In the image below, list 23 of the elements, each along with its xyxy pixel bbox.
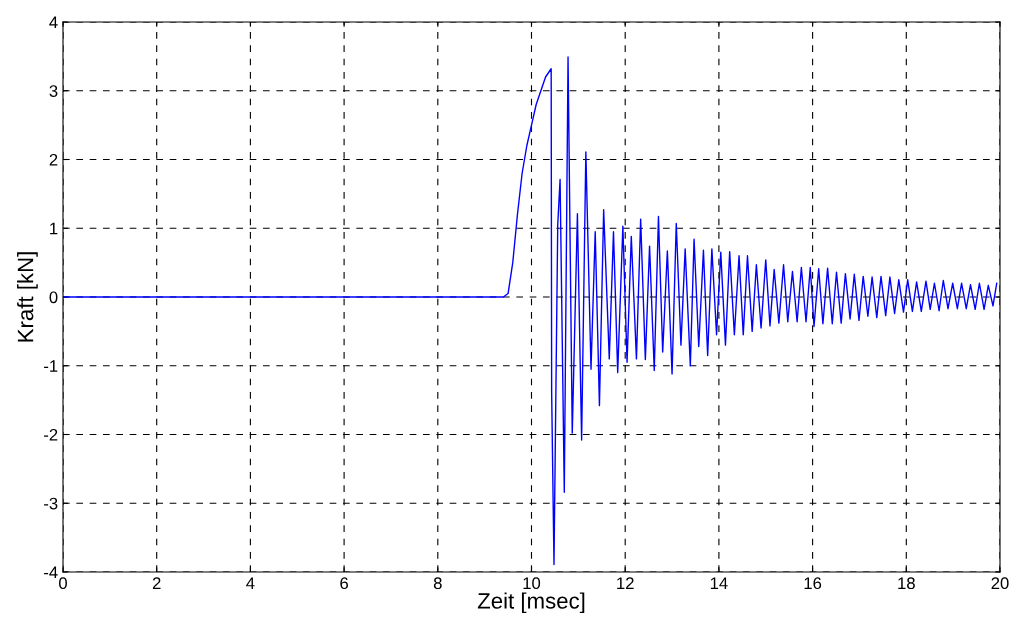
y-axis-title: Kraft [kN]	[17, 252, 38, 342]
x-tick-label: 12	[617, 577, 634, 589]
y-tick-label: 4	[49, 16, 58, 29]
y-tick-label: -2	[44, 428, 58, 441]
y-tick-label: 0	[49, 291, 58, 304]
x-tick-label: 6	[340, 577, 348, 590]
x-axis-title: Zeit [msec]	[477, 592, 585, 614]
x-tick-label: 2	[152, 577, 161, 589]
x-tick-label: 8	[433, 577, 442, 590]
x-tick-label: 4	[246, 577, 255, 589]
x-tick-label: 14	[710, 577, 728, 589]
x-tick-label: 18	[898, 577, 915, 590]
x-tick-label: 20	[991, 577, 1009, 590]
x-tick-label: 0	[59, 577, 67, 590]
line-series	[63, 56, 998, 566]
x-tick-label: 10	[523, 577, 541, 590]
y-tick-label: -4	[44, 566, 58, 579]
y-tick-label: 2	[49, 153, 58, 166]
y-tick-label: -1	[44, 360, 58, 372]
x-tick-label: 16	[804, 577, 822, 590]
y-tick-label: 3	[49, 85, 58, 97]
y-tick-label: 1	[50, 222, 58, 235]
y-tick-label: -3	[44, 497, 58, 510]
